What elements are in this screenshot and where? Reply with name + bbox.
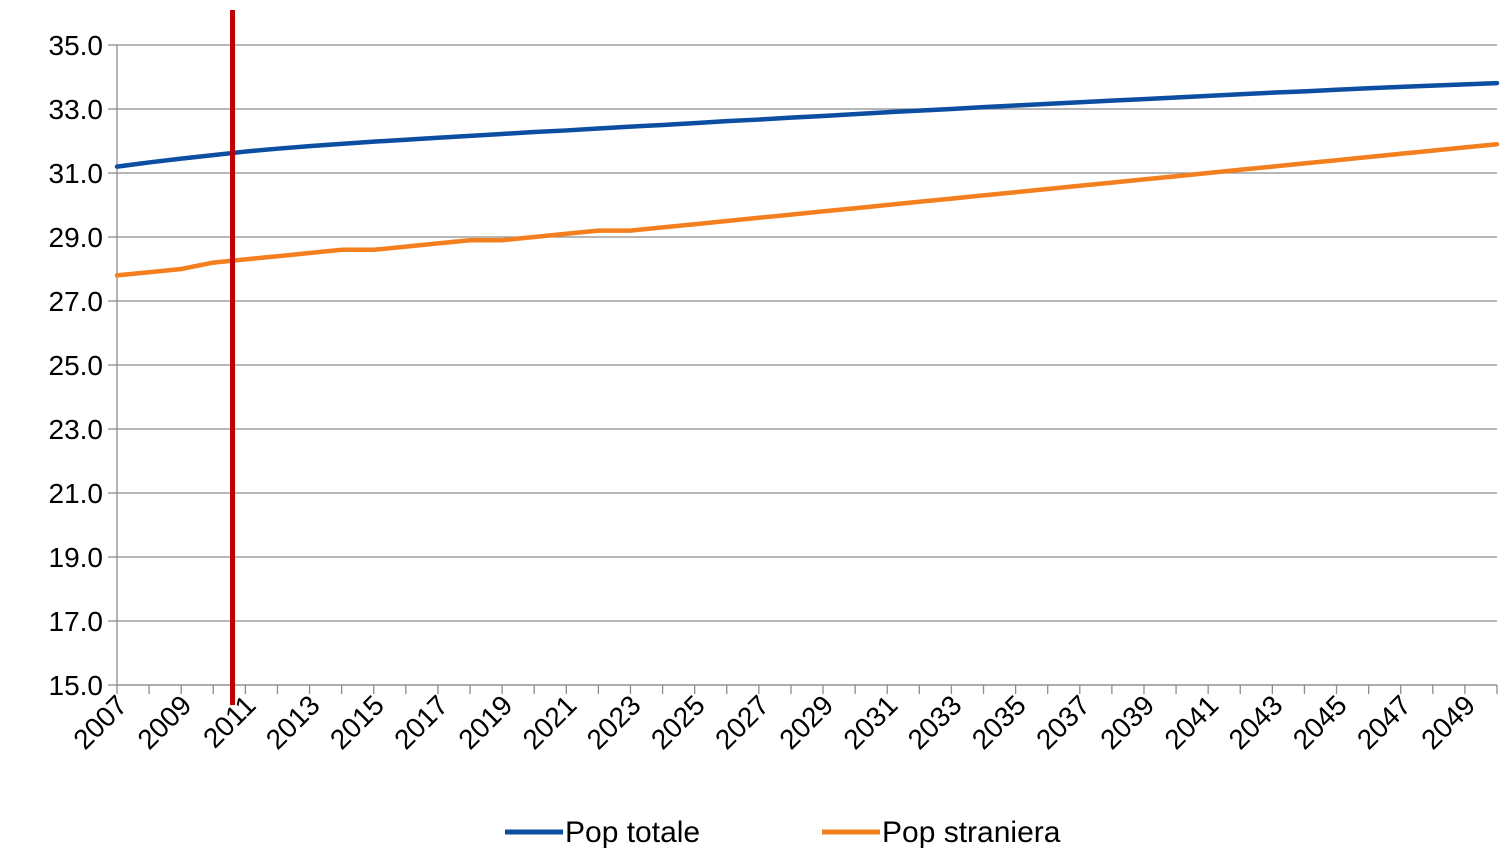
x-tick-label: 2033 [902,689,968,755]
y-tick-label: 29.0 [49,222,104,253]
x-tick-label: 2045 [1287,689,1353,755]
x-tick-label: 2009 [131,689,197,755]
y-tick-label: 15.0 [49,670,104,701]
legend-label: Pop totale [565,816,700,849]
x-tick-label: 2019 [452,689,518,755]
x-tick-label: 2015 [324,689,390,755]
y-tick-label: 31.0 [49,158,104,189]
x-tick-label: 2031 [838,689,904,755]
y-tick-label: 33.0 [49,94,104,125]
x-tick-label: 2023 [581,689,647,755]
series-line-pop-straniera [114,141,1500,278]
x-tick-label: 2013 [260,689,326,755]
legend: Pop totale Pop straniera [505,816,1061,849]
legend-label: Pop straniera [882,816,1061,849]
axes: 15.0 17.0 19.0 21.0 23.0 25.0 27.0 29.0 31.0 33.0… [49,30,1498,755]
y-tick-label: 17.0 [49,606,104,637]
x-tick-label: 2049 [1415,689,1481,755]
x-tick-label: 2043 [1223,689,1289,755]
x-tick-label: 2041 [1158,689,1224,755]
y-tick-label: 25.0 [49,350,104,381]
gridlines [117,44,1497,686]
x-tick-label: 2037 [1030,689,1096,755]
x-tick-label: 2047 [1351,689,1417,755]
y-tick-label: 27.0 [49,286,104,317]
x-tick-label: 2021 [517,689,583,755]
x-tick-label: 2027 [709,689,775,755]
x-tick-label: 2011 [197,689,262,754]
y-tick-label: 23.0 [49,414,104,445]
x-tick-label: 2017 [388,689,454,755]
x-tick-label: 2029 [773,689,839,755]
y-tick-label: 19.0 [49,542,104,573]
series-line-pop-totale [114,80,1500,169]
x-tick-label: 2035 [966,689,1032,755]
x-tick-label: 2039 [1094,689,1160,755]
x-tick-label: 2025 [645,689,711,755]
y-tick-label: 21.0 [49,478,104,509]
series-lines [114,80,1500,278]
y-tick-label: 35.0 [49,30,104,61]
